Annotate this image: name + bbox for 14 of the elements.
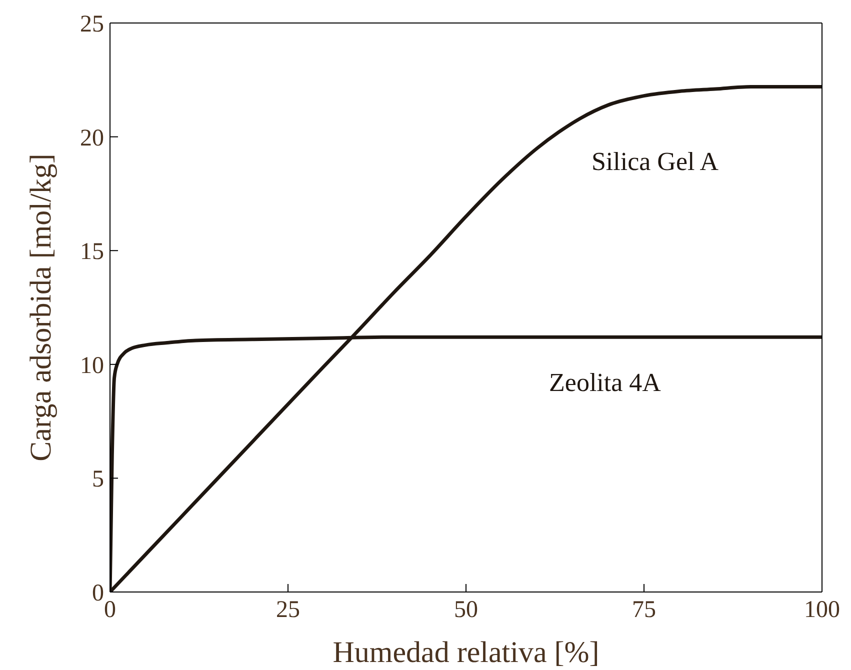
y-tick-label: 20 bbox=[80, 125, 104, 152]
x-tick-label: 50 bbox=[454, 597, 478, 624]
series-label: Silica Gel A bbox=[591, 147, 719, 177]
x-tick-label: 25 bbox=[276, 597, 300, 624]
y-tick-label: 15 bbox=[80, 239, 104, 266]
x-axis-title: Humedad relativa [%] bbox=[332, 636, 600, 669]
x-tick-label: 100 bbox=[804, 597, 840, 624]
y-tick-label: 0 bbox=[92, 580, 104, 607]
y-axis-title: Carga adsorbida [mol/kg] bbox=[24, 154, 58, 462]
y-tick-label: 10 bbox=[80, 352, 104, 379]
series-label: Zeolita 4A bbox=[549, 368, 661, 398]
y-tick-label: 5 bbox=[92, 466, 104, 493]
y-tick-label: 25 bbox=[80, 12, 104, 38]
x-tick-label: 75 bbox=[632, 597, 656, 624]
